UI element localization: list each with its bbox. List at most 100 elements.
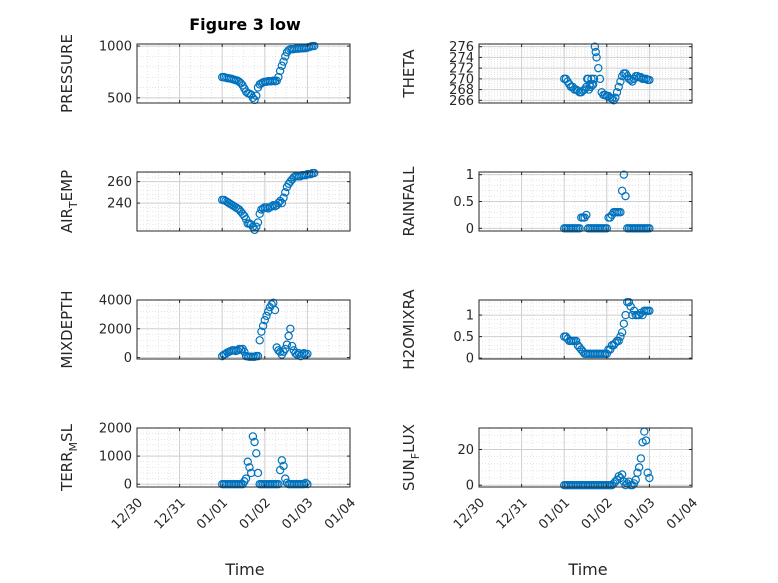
data-point [634, 310, 644, 320]
data-point [641, 436, 651, 445]
x-tick-label: 01/04 [322, 495, 359, 532]
data-point [250, 437, 259, 447]
data-point [260, 315, 269, 325]
y-tick-label: 500 [107, 91, 132, 106]
data-point [582, 210, 591, 220]
subplot-4: 0 0.5 1 RAINFALL [400, 166, 693, 237]
data-point [262, 311, 271, 321]
data-point [310, 168, 319, 178]
x-tick-label: 01/03 [279, 495, 316, 532]
series-markers [560, 170, 654, 233]
data-point [253, 218, 263, 227]
data-point [269, 201, 278, 210]
data-point [571, 336, 581, 346]
data-point [590, 42, 600, 51]
data-point [619, 170, 629, 179]
data-point [611, 93, 620, 102]
data-point [621, 191, 630, 201]
subplot-7: 0 1000 2000 12/30 12/31 01/01 01/02 01/03 01/04 T… [58, 422, 359, 533]
y-tick-label: 4000 [99, 294, 132, 309]
y-tick-label: 0 [466, 479, 474, 494]
data-point [241, 474, 251, 483]
y-tick-label: 0.5 [453, 195, 474, 210]
x-tick-label: 01/01 [536, 495, 573, 532]
subplot-3: 240 260 AIRTEMP [58, 168, 351, 235]
data-point [634, 463, 644, 472]
data-point [616, 208, 625, 217]
data-point [602, 224, 612, 233]
y-tick-label: 270 [449, 72, 474, 87]
data-point [279, 193, 288, 202]
series-markers [560, 42, 654, 105]
data-point [645, 224, 654, 233]
data-point [281, 52, 290, 61]
data-point [589, 74, 599, 84]
data-point [616, 77, 625, 86]
plot-area [479, 44, 692, 103]
y-tick-label: 268 [449, 83, 474, 98]
data-point [614, 82, 623, 92]
data-point [252, 449, 261, 458]
data-point [301, 478, 310, 487]
data-point [257, 327, 266, 336]
axes-box [136, 171, 351, 232]
y-tick-label: 0.5 [453, 330, 474, 345]
y-axis-label: RAINFALL [400, 166, 418, 237]
data-point [245, 463, 254, 472]
y-tick-label: 276 [449, 40, 474, 55]
data-point [575, 224, 584, 233]
data-point [299, 349, 309, 358]
data-point [286, 324, 295, 333]
data-point [636, 454, 646, 463]
subplot-8: 0 20 12/30 12/31 01/01 01/02 01/03 01/04 SUNFLUX [400, 424, 701, 533]
y-tick-label: 272 [449, 62, 474, 77]
data-point [274, 198, 283, 208]
data-point [643, 468, 652, 477]
data-point [600, 90, 610, 100]
plot-area [479, 428, 692, 487]
x-tick-label: 12/30 [109, 495, 146, 532]
x-tick-label: 01/03 [621, 495, 658, 532]
data-point [617, 328, 627, 337]
subplot-5: 0 2000 4000 MIXDEPTH [58, 290, 351, 369]
y-tick-label: 1000 [99, 40, 132, 55]
data-point [253, 468, 263, 478]
data-point [252, 91, 261, 100]
data-point [274, 72, 283, 82]
x-tick-label: 01/02 [237, 495, 274, 532]
data-point [614, 336, 623, 346]
data-point [619, 319, 629, 328]
y-tick-label: 1 [466, 168, 474, 183]
data-point [279, 461, 288, 471]
axes-box [478, 427, 693, 488]
data-point [612, 88, 622, 97]
data-point [274, 479, 283, 489]
data-point [645, 306, 654, 315]
data-point [258, 321, 268, 331]
data-point [592, 53, 601, 62]
subplot-1: 500 1000 PRESSURE [58, 34, 351, 113]
data-point [281, 188, 290, 197]
x-tick-label: 01/01 [194, 495, 231, 532]
data-point [243, 457, 252, 466]
y-tick-label: 1 [466, 309, 474, 324]
y-tick-label: 240 [107, 197, 132, 212]
y-tick-label: 0 [124, 351, 132, 366]
x-tick-label: 01/02 [579, 495, 616, 532]
data-point [281, 344, 290, 354]
y-tick-label: 260 [107, 175, 132, 190]
y-axis-label: PRESSURE [58, 34, 76, 113]
data-point [252, 222, 261, 231]
data-point [633, 468, 642, 477]
data-point [586, 82, 595, 92]
y-tick-label: 2000 [99, 422, 132, 437]
y-tick-label: 0 [124, 478, 132, 493]
axes-box [136, 299, 351, 360]
data-point [594, 63, 603, 73]
data-point [270, 305, 280, 315]
series-markers [217, 41, 319, 105]
plot-area [137, 300, 350, 359]
x-axis-label-left: Time [224, 560, 264, 579]
y-axis-label: H2OMIXRA [400, 289, 418, 370]
